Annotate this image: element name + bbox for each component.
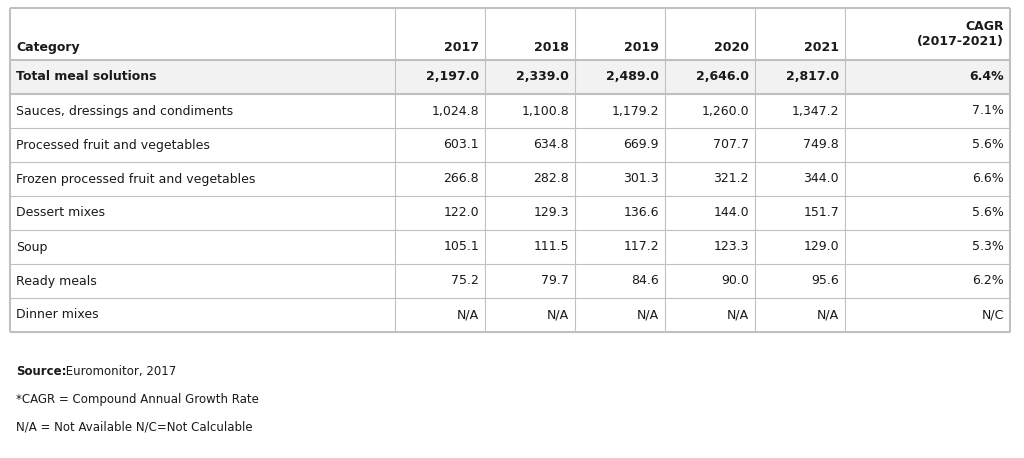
Text: 266.8: 266.8: [443, 173, 479, 185]
Text: Dinner mixes: Dinner mixes: [16, 309, 98, 322]
Text: 2021: 2021: [804, 41, 839, 54]
Text: *CAGR = Compound Annual Growth Rate: *CAGR = Compound Annual Growth Rate: [16, 393, 259, 406]
Text: 282.8: 282.8: [534, 173, 569, 185]
Text: 122.0: 122.0: [443, 207, 479, 219]
Text: 321.2: 321.2: [714, 173, 749, 185]
Text: 6.4%: 6.4%: [970, 71, 1004, 83]
Text: CAGR
(2017-2021): CAGR (2017-2021): [918, 20, 1004, 48]
Text: 2,197.0: 2,197.0: [426, 71, 479, 83]
Text: 1,260.0: 1,260.0: [701, 104, 749, 118]
Text: N/A: N/A: [727, 309, 749, 322]
Text: 301.3: 301.3: [624, 173, 659, 185]
Text: 90.0: 90.0: [721, 274, 749, 288]
Text: Dessert mixes: Dessert mixes: [16, 207, 105, 219]
Text: Euromonitor, 2017: Euromonitor, 2017: [62, 365, 176, 378]
Bar: [10, 60, 1010, 94]
Text: 1,024.8: 1,024.8: [431, 104, 479, 118]
Text: 105.1: 105.1: [443, 240, 479, 253]
Text: N/A = Not Available N/C=Not Calculable: N/A = Not Available N/C=Not Calculable: [16, 421, 253, 434]
Text: 749.8: 749.8: [803, 138, 839, 152]
Text: N/A: N/A: [457, 309, 479, 322]
Text: Source:: Source:: [16, 365, 67, 378]
Text: 669.9: 669.9: [624, 138, 659, 152]
Text: 2,339.0: 2,339.0: [516, 71, 569, 83]
Text: 95.6: 95.6: [811, 274, 839, 288]
Text: 144.0: 144.0: [714, 207, 749, 219]
Text: Ready meals: Ready meals: [16, 274, 96, 288]
Text: 1,179.2: 1,179.2: [611, 104, 659, 118]
Text: 7.1%: 7.1%: [972, 104, 1004, 118]
Text: 603.1: 603.1: [443, 138, 479, 152]
Text: 79.7: 79.7: [541, 274, 569, 288]
Text: Frozen processed fruit and vegetables: Frozen processed fruit and vegetables: [16, 173, 255, 185]
Text: 344.0: 344.0: [804, 173, 839, 185]
Text: 5.6%: 5.6%: [972, 138, 1004, 152]
Text: 136.6: 136.6: [624, 207, 659, 219]
Text: 2,489.0: 2,489.0: [606, 71, 659, 83]
Text: 2,817.0: 2,817.0: [785, 71, 839, 83]
Text: 2018: 2018: [535, 41, 569, 54]
Text: Sauces, dressings and condiments: Sauces, dressings and condiments: [16, 104, 233, 118]
Text: 2,646.0: 2,646.0: [696, 71, 749, 83]
Text: N/A: N/A: [817, 309, 839, 322]
Text: 1,347.2: 1,347.2: [792, 104, 839, 118]
Text: 707.7: 707.7: [713, 138, 749, 152]
Text: Category: Category: [16, 41, 80, 54]
Text: Processed fruit and vegetables: Processed fruit and vegetables: [16, 138, 210, 152]
Text: 84.6: 84.6: [631, 274, 659, 288]
Text: 2017: 2017: [444, 41, 479, 54]
Text: 129.3: 129.3: [534, 207, 569, 219]
Text: 151.7: 151.7: [803, 207, 839, 219]
Text: N/A: N/A: [547, 309, 569, 322]
Text: Soup: Soup: [16, 240, 47, 253]
Text: 1,100.8: 1,100.8: [521, 104, 569, 118]
Text: 634.8: 634.8: [534, 138, 569, 152]
Text: 6.2%: 6.2%: [972, 274, 1004, 288]
Text: 2019: 2019: [624, 41, 659, 54]
Text: 129.0: 129.0: [804, 240, 839, 253]
Text: 6.6%: 6.6%: [972, 173, 1004, 185]
Text: 123.3: 123.3: [714, 240, 749, 253]
Text: 111.5: 111.5: [534, 240, 569, 253]
Text: 117.2: 117.2: [624, 240, 659, 253]
Text: 5.3%: 5.3%: [972, 240, 1004, 253]
Text: 75.2: 75.2: [452, 274, 479, 288]
Text: 2020: 2020: [714, 41, 749, 54]
Text: Total meal solutions: Total meal solutions: [16, 71, 157, 83]
Text: N/A: N/A: [637, 309, 659, 322]
Text: 5.6%: 5.6%: [972, 207, 1004, 219]
Text: N/C: N/C: [982, 309, 1004, 322]
